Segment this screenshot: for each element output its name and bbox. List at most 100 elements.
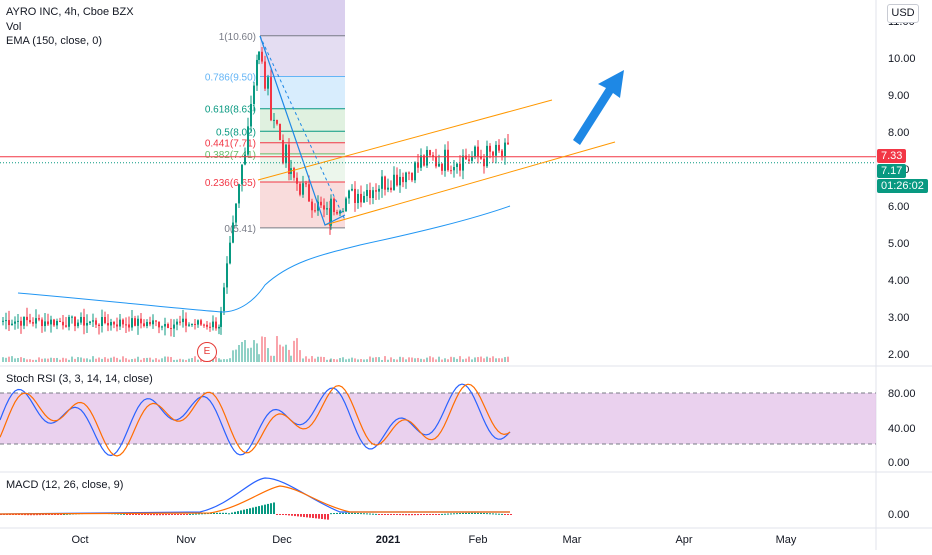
macd-histogram-bar: [360, 513, 362, 515]
candle-body: [408, 172, 410, 174]
stoch-axis-label: 0.00: [888, 457, 909, 469]
volume-bar: [20, 357, 22, 362]
macd-histogram-bar: [141, 514, 143, 515]
volume-bar: [326, 359, 328, 362]
fib-level-label: 0(5.41): [224, 224, 256, 235]
volume-bar: [134, 358, 136, 362]
candle-body: [161, 326, 163, 328]
candle-body: [354, 188, 356, 204]
candle-body: [116, 324, 118, 327]
volume-bar: [92, 356, 94, 362]
candle-body: [215, 321, 217, 329]
macd-histogram-bar: [342, 512, 344, 514]
macd-histogram-bar: [276, 514, 278, 515]
candle-body: [293, 168, 295, 178]
macd-histogram-bar: [219, 512, 221, 514]
macd-histogram-bar: [201, 513, 203, 515]
time-axis-label: Nov: [176, 534, 196, 546]
candle-body: [507, 142, 509, 145]
volume-bar: [122, 356, 124, 362]
volume-bar: [330, 358, 332, 362]
volume-bar: [8, 356, 10, 362]
candle-body: [137, 318, 139, 326]
macd-histogram-bar: [168, 514, 170, 516]
candle-body: [320, 201, 322, 206]
candle-body: [411, 172, 413, 181]
volume-bar: [182, 359, 184, 362]
volume-bar: [285, 344, 287, 362]
candle-body: [462, 155, 464, 171]
macd-histogram-bar: [48, 514, 50, 515]
axis-labels: 11.0010.009.008.007.006.005.004.003.002.…: [71, 16, 915, 546]
earnings-marker[interactable]: E: [197, 342, 217, 362]
macd-histogram-bar: [195, 513, 197, 515]
macd-histogram-bar: [414, 514, 416, 516]
macd-histogram-bar: [438, 514, 440, 515]
volume-bar: [140, 359, 142, 362]
volume-bar: [244, 340, 246, 362]
volume-bar: [399, 356, 401, 362]
candle-body: [256, 59, 258, 86]
macd-histogram-bar: [501, 513, 503, 515]
candle-body: [62, 321, 64, 326]
volume-bar: [354, 358, 356, 362]
trend-arrow-icon: [573, 70, 624, 145]
volume-bar: [329, 359, 331, 362]
macd-histogram-bar: [198, 513, 200, 515]
macd-histogram-bar: [285, 514, 287, 516]
volume-bar: [238, 345, 240, 362]
candle-body: [480, 156, 482, 159]
last-price-badge: 7.33: [877, 149, 907, 163]
volume-bar: [441, 359, 443, 362]
volume-bar: [381, 359, 383, 362]
fib-level-label: 0.786(9.50): [205, 73, 256, 84]
macd-histogram-bar: [318, 514, 320, 519]
macd-histogram-bar: [444, 513, 446, 515]
macd-histogram-bar: [366, 513, 368, 515]
candle-body: [486, 145, 488, 167]
time-axis-label: Apr: [675, 534, 692, 546]
macd-histogram-bar: [54, 514, 56, 515]
candle-body: [185, 318, 187, 326]
volume-legend[interactable]: Vol: [6, 21, 22, 33]
candle-body: [232, 222, 234, 243]
candle-body: [432, 155, 434, 158]
volume-bar: [2, 357, 4, 362]
macd-histogram-bar: [426, 514, 428, 515]
candle-body: [47, 321, 49, 325]
macd-histogram-bar: [405, 514, 407, 516]
volume-bar: [414, 358, 416, 362]
volume-bar: [378, 357, 380, 362]
candle-body: [501, 150, 503, 157]
volume-bar: [119, 359, 121, 362]
currency-button[interactable]: USD: [887, 4, 919, 23]
volume-bar: [387, 359, 389, 362]
ema-legend[interactable]: EMA (150, close, 0): [6, 35, 102, 47]
macd-histogram-bar: [246, 508, 248, 514]
drawing-overlays[interactable]: [0, 35, 876, 313]
macd-histogram-bar: [468, 512, 470, 514]
stoch-axis-label: 80.00: [888, 388, 916, 400]
volume-bar: [65, 358, 67, 362]
macd-histogram-bar: [333, 513, 335, 515]
volume-bar: [229, 358, 231, 362]
stoch-rsi-legend[interactable]: Stoch RSI (3, 3, 14, 14, close): [6, 373, 153, 385]
volume-bar: [59, 359, 61, 362]
macd-histogram-bar: [489, 513, 491, 515]
macd-legend[interactable]: MACD (12, 26, close, 9): [6, 479, 124, 491]
macd-histogram-bar: [222, 512, 224, 514]
macd-histogram-bar: [399, 514, 401, 516]
volume-bar: [77, 357, 79, 362]
candle-body: [71, 316, 73, 318]
candle-body: [348, 190, 350, 199]
candle-body: [152, 320, 154, 325]
candle-body: [59, 320, 61, 322]
volume-bar: [5, 357, 7, 362]
macd-histogram-bar: [123, 513, 125, 515]
macd-histogram-bar: [180, 514, 182, 515]
symbol-title[interactable]: AYRO INC, 4h, Cboe BZX: [6, 6, 134, 18]
volume-bar: [125, 358, 127, 362]
volume-bar: [167, 356, 169, 362]
